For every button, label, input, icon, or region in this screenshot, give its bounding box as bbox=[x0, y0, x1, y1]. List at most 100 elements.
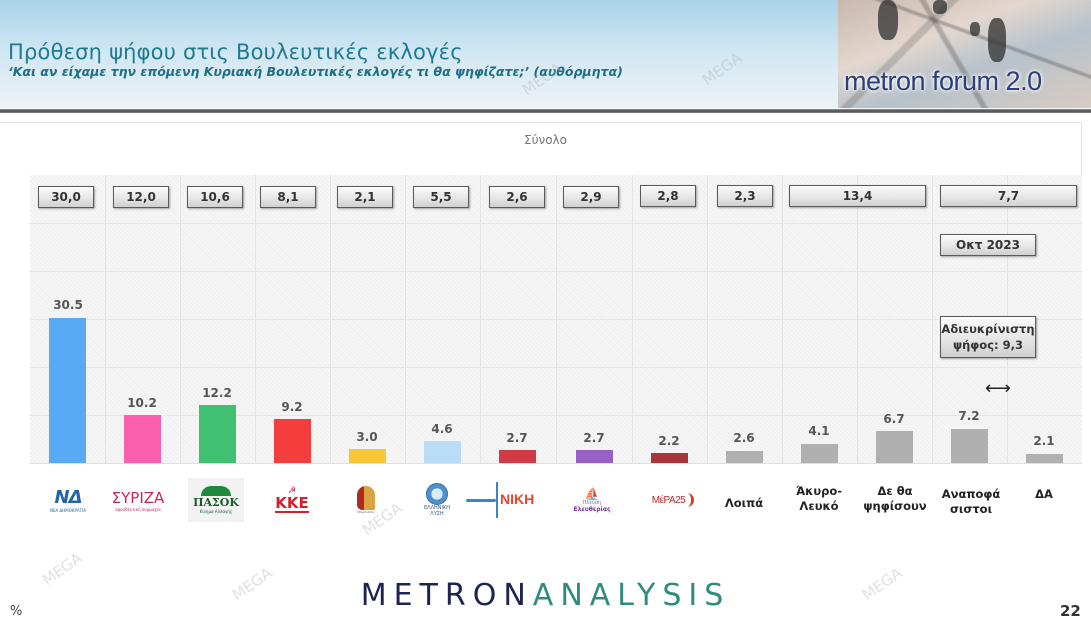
nd-logo: ΝΔ ΝΕΑ ΔΗΜΟΚΡΑΤΙΑ bbox=[40, 478, 96, 522]
slide-subtitle: ‘Και αν είχαμε την επόμενη Κυριακή Βουλε… bbox=[8, 64, 623, 79]
grid-line bbox=[30, 367, 1082, 368]
metron-forum-logo-text: metron forum 2.0 bbox=[844, 66, 1042, 96]
pasok-logo: ΠΑΣΟΚ Κίνημα Αλλαγής bbox=[188, 478, 244, 522]
photo-figure-icon bbox=[933, 0, 947, 14]
niki-logo-text: ΝΙΚΗ bbox=[500, 491, 535, 507]
photo-figure-icon bbox=[970, 22, 980, 36]
kke-logo-text: ΚΚΕ bbox=[275, 494, 309, 513]
niki-line-icon bbox=[496, 482, 498, 518]
bar-value: 3.0 bbox=[356, 430, 378, 444]
category-label-line: Λευκό bbox=[799, 499, 839, 513]
bar-da bbox=[1026, 454, 1063, 463]
bar-elliniki-lysi bbox=[424, 441, 461, 463]
header-divider bbox=[0, 109, 1091, 113]
kke-logo: ☭ ΚΚΕ bbox=[270, 478, 314, 522]
previous-value-box: 10,6 bbox=[187, 186, 243, 208]
pasok-sun-icon bbox=[201, 486, 231, 496]
plefsi-logo-text-1: Πλεύση bbox=[582, 499, 602, 506]
bar-value: 2.2 bbox=[658, 434, 680, 448]
double-arrow-icon: ⟷ bbox=[985, 378, 1011, 399]
bar-plefsi bbox=[576, 450, 613, 463]
category-label-line: Δε θα bbox=[877, 484, 913, 498]
bar-niki bbox=[499, 450, 536, 463]
brand-part-metron: METRON bbox=[360, 578, 533, 613]
chart-total-label: Σύνολο bbox=[523, 133, 567, 147]
bar-value: 2.6 bbox=[733, 431, 755, 445]
grid-line bbox=[30, 223, 1082, 224]
previous-value-box: 2,1 bbox=[337, 186, 393, 208]
grid-line bbox=[30, 271, 1082, 272]
category-label-da: ΔΑ bbox=[1035, 487, 1053, 501]
hammer-sickle-icon: ☭ bbox=[287, 486, 297, 496]
bar-value: 7.2 bbox=[958, 409, 980, 423]
bar-syriza bbox=[124, 415, 161, 463]
mera25-swoosh-icon bbox=[686, 493, 695, 507]
nd-logo-subtext: ΝΕΑ ΔΗΜΟΚΡΑΤΙΑ bbox=[49, 508, 86, 513]
compass-icon bbox=[426, 483, 448, 505]
bar-value: 2.7 bbox=[506, 431, 528, 445]
sailboat-icon: ⛵ bbox=[584, 486, 600, 501]
previous-value-box: 2,8 bbox=[640, 185, 696, 207]
category-label-loipa: Λοιπά bbox=[724, 496, 764, 510]
bar-value: 12.2 bbox=[202, 386, 232, 400]
bar-de-tha-psifisoun bbox=[876, 431, 913, 463]
syriza-logo-text: ΣΥΡΙΖΑ bbox=[111, 488, 165, 507]
category-label-line: Άκυρο- bbox=[795, 484, 842, 498]
bar-value: 30.5 bbox=[53, 298, 83, 312]
niki-wing-icon bbox=[466, 499, 496, 502]
previous-value-box-wide: 7,7 bbox=[940, 185, 1077, 207]
bar-mera25 bbox=[651, 453, 688, 463]
elliniki-lysi-logo-text: ΕΛΛΗΝΙΚΗ ΛΥΣΗ bbox=[423, 505, 450, 517]
bar-pasok bbox=[199, 405, 236, 463]
undecided-note-line1: Αδιευκρίνιστη bbox=[941, 322, 1035, 336]
spartan-helmet-icon bbox=[357, 486, 375, 510]
previous-value-box: 5,5 bbox=[413, 186, 469, 208]
previous-value-box: 2,3 bbox=[717, 185, 773, 207]
bar-loipa bbox=[726, 451, 763, 463]
period-label-box: Οκτ 2023 bbox=[940, 234, 1036, 256]
slide-title: Πρόθεση ψήφου στις Βουλευτικές εκλογές bbox=[8, 40, 463, 64]
bar-nd bbox=[49, 318, 86, 463]
undecided-note-box: Αδιευκρίνιστη ψήφος: 9,3 bbox=[940, 316, 1036, 358]
bar-value: 4.1 bbox=[808, 424, 830, 438]
bar-value: 4.6 bbox=[431, 422, 453, 436]
bar-value: 2.1 bbox=[1033, 434, 1055, 448]
undecided-note-line2: ψήφος: 9,3 bbox=[952, 338, 1023, 352]
metron-analysis-logo: METRONANALYSIS bbox=[0, 578, 1091, 613]
category-label-akyro-lefko: Άκυρο- Λευκό bbox=[789, 484, 849, 514]
category-label-de-tha-psifisoun: Δε θα ψηφίσουν bbox=[858, 484, 932, 514]
previous-value-box: 12,0 bbox=[113, 186, 169, 208]
nd-logo-text: ΝΔ bbox=[54, 487, 83, 508]
pasok-logo-subtext: Κίνημα Αλλαγής bbox=[199, 509, 233, 514]
previous-value-box-wide: 13,4 bbox=[789, 185, 926, 207]
grid-line bbox=[30, 319, 1082, 320]
mera25-logo-text: ΜέΡΑ25 bbox=[651, 494, 686, 506]
previous-value-box: 2,6 bbox=[489, 186, 545, 208]
spartiates-logo-text: Σπαρτιάτες bbox=[357, 510, 375, 514]
page-number: 22 bbox=[1060, 602, 1081, 620]
unit-label: % bbox=[10, 604, 23, 619]
plot-area bbox=[30, 175, 1082, 464]
bar-spartiates bbox=[349, 449, 386, 463]
previous-value-box: 30,0 bbox=[38, 186, 94, 208]
plefsi-logo: ⛵ Πλεύση Ελευθερίας bbox=[570, 478, 614, 522]
bar-value: 10.2 bbox=[127, 396, 157, 410]
spartiates-logo: Σπαρτιάτες bbox=[345, 478, 387, 522]
bar-kke bbox=[274, 419, 311, 463]
plefsi-logo-text-2: Ελευθερίας bbox=[573, 505, 611, 513]
syriza-logo-subtext: προοδευτική συμμαχία bbox=[115, 506, 161, 512]
previous-value-box: 8,1 bbox=[260, 186, 316, 208]
bar-value: 2.7 bbox=[583, 431, 605, 445]
photo-figure-icon bbox=[878, 0, 898, 40]
syriza-logo: ΣΥΡΙΖΑ προοδευτική συμμαχία bbox=[106, 478, 170, 522]
mera25-logo: ΜέΡΑ25 bbox=[645, 478, 701, 522]
bar-akyro-lefko bbox=[801, 444, 838, 463]
elliniki-lysi-logo: ΕΛΛΗΝΙΚΗ ΛΥΣΗ bbox=[414, 478, 460, 522]
slide-header: Πρόθεση ψήφου στις Βουλευτικές εκλογές ‘… bbox=[0, 0, 1091, 110]
category-label-line: ψηφίσουν bbox=[863, 499, 927, 513]
bar-value: 6.7 bbox=[883, 412, 905, 426]
metron-forum-logo: metron forum 2.0 bbox=[838, 0, 1091, 108]
previous-value-box: 2,9 bbox=[563, 186, 619, 208]
photo-figure-icon bbox=[988, 18, 1006, 62]
category-label-anapofasistoi: Αναποφά σιστοι bbox=[934, 487, 1008, 517]
